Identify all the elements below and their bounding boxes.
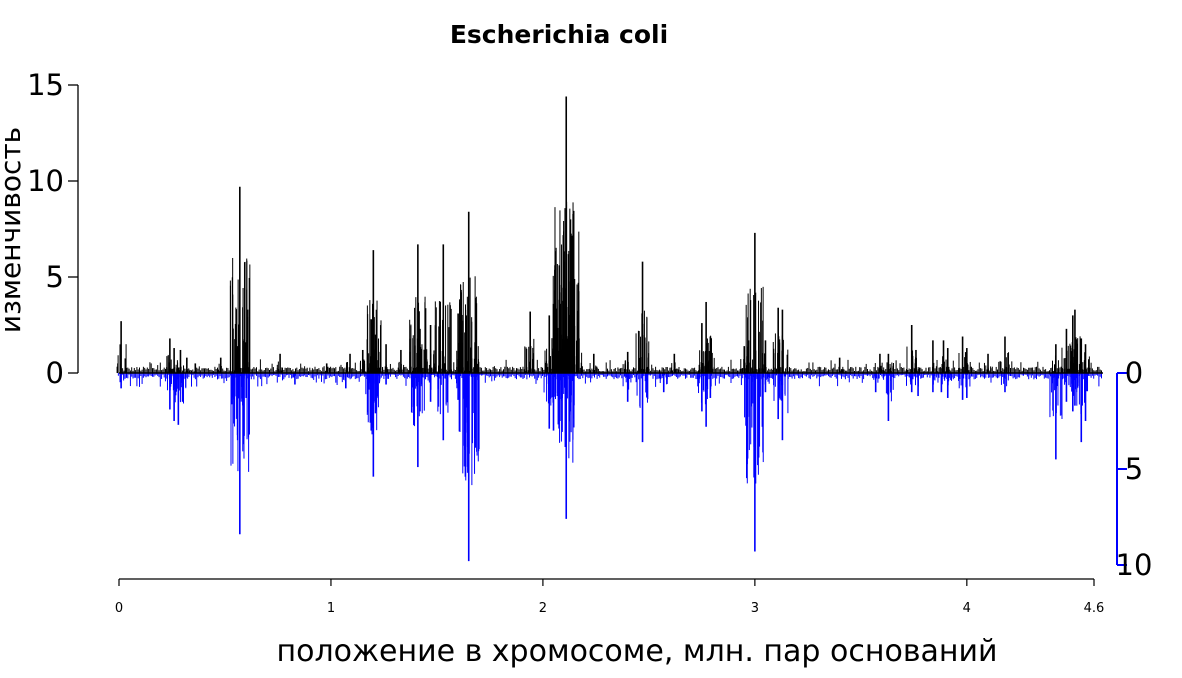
y-axis-label: изменчивость	[0, 127, 27, 333]
y-tick-label-lower: 10	[1116, 548, 1153, 582]
y-tick-label-upper: 15	[27, 68, 64, 102]
x-axis: 0 1 2 3 4 4.6	[115, 578, 1105, 616]
x-axis-label: положение в хромосоме, млн. пар основани…	[276, 634, 997, 669]
chart-title: Escherichia coli	[450, 20, 668, 49]
y-axis-lower: 0 5 10	[1116, 356, 1153, 582]
x-tick-label: 4	[963, 601, 971, 616]
y-tick-label-upper: 0	[46, 356, 64, 390]
x-tick-label: 1	[327, 601, 335, 616]
y-tick-label-upper: 10	[27, 164, 64, 198]
series-lower	[117, 373, 1102, 562]
series-upper	[116, 96, 1102, 373]
y-axis-upper: 0 5 10 15	[27, 68, 79, 390]
y-tick-label-upper: 5	[46, 260, 64, 294]
x-tick-label: 4.6	[1084, 601, 1105, 616]
x-tick-label: 0	[115, 601, 123, 616]
x-tick-label: 3	[751, 601, 759, 616]
y-tick-label-lower: 0	[1125, 356, 1143, 390]
x-tick-label: 2	[539, 601, 547, 616]
y-tick-label-lower: 5	[1125, 452, 1143, 486]
